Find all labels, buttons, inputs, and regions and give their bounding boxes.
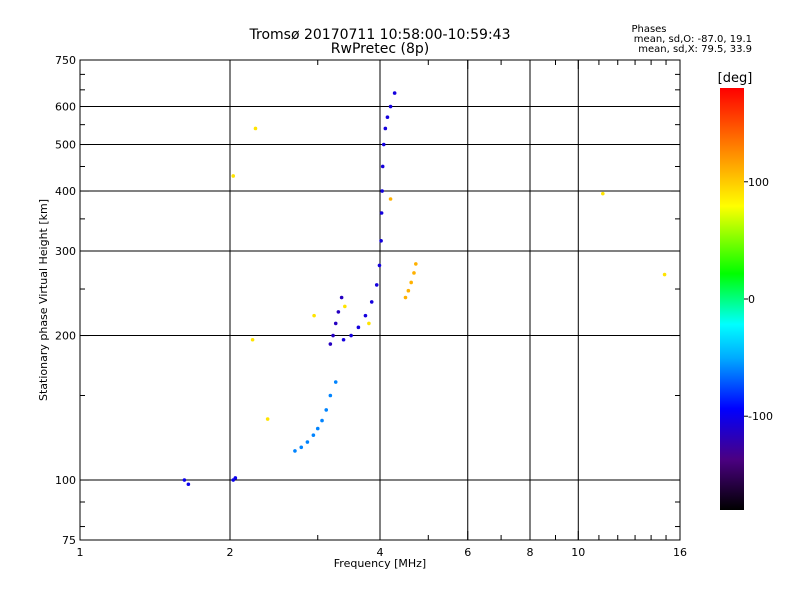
- chart-title-line2: RwPretec (8p): [331, 41, 429, 57]
- data-point: [380, 189, 384, 193]
- y-tick-label: 600: [55, 101, 76, 114]
- data-point: [389, 197, 393, 201]
- data-point: [389, 105, 393, 109]
- data-point: [380, 211, 384, 215]
- data-point: [329, 342, 333, 346]
- data-point: [412, 271, 416, 275]
- colorbar-tick-label: 0: [748, 293, 755, 306]
- data-point: [324, 408, 328, 412]
- data-point: [337, 310, 341, 314]
- data-point: [393, 91, 397, 95]
- y-tick-label: 300: [55, 245, 76, 258]
- data-point: [312, 433, 316, 437]
- x-tick-label: 1: [77, 546, 84, 559]
- data-point: [407, 289, 411, 293]
- colorbar-tick-label: 100: [748, 176, 769, 189]
- x-tick-label: 8: [527, 546, 534, 559]
- data-point: [231, 174, 235, 178]
- data-point: [329, 394, 333, 398]
- colorbar-ticks: 100 0 -100: [744, 176, 773, 423]
- data-point: [306, 440, 310, 444]
- x-tick-label: 16: [673, 546, 687, 559]
- colorbar: [720, 88, 744, 510]
- data-point: [367, 322, 371, 326]
- data-point: [316, 427, 320, 431]
- data-point: [364, 314, 368, 318]
- data-point: [370, 300, 374, 304]
- data-point: [381, 165, 385, 169]
- y-tick-label: 200: [55, 330, 76, 343]
- data-point: [378, 264, 382, 268]
- stats-line-x: mean, sd,X: 79.5, 33.9: [638, 44, 752, 55]
- data-point: [183, 478, 187, 482]
- data-point: [334, 380, 338, 384]
- data-point: [334, 322, 338, 326]
- data-point: [187, 482, 191, 486]
- data-point: [414, 262, 418, 266]
- y-tick-label: 750: [55, 54, 76, 67]
- x-tick-label: 6: [464, 546, 471, 559]
- data-point: [266, 417, 270, 421]
- data-point: [234, 476, 238, 480]
- data-point: [320, 419, 324, 423]
- y-tick-label: 500: [55, 139, 76, 152]
- data-point: [254, 127, 258, 131]
- y-axis-label: Stationary phase Virtual Height [km]: [37, 199, 50, 401]
- data-point: [342, 338, 346, 342]
- y-tick-label: 400: [55, 185, 76, 198]
- colorbar-label: [deg]: [718, 71, 753, 86]
- data-point: [312, 314, 316, 318]
- colorbar-tick-label: -100: [748, 410, 773, 423]
- data-point: [357, 326, 361, 330]
- data-point: [331, 334, 335, 338]
- data-point: [293, 449, 297, 453]
- y-tick-labels: 75 100 200 300 400 500 600 750: [55, 54, 76, 547]
- data-point: [386, 115, 390, 119]
- data-point: [251, 338, 255, 342]
- data-point: [299, 446, 303, 450]
- data-point: [343, 305, 347, 309]
- data-point: [349, 334, 353, 338]
- y-tick-label: 100: [55, 474, 76, 487]
- x-tick-label: 10: [571, 546, 585, 559]
- data-point: [384, 127, 388, 131]
- data-point: [409, 281, 413, 285]
- plot-area: [80, 60, 680, 540]
- data-point: [601, 192, 605, 196]
- data-point: [340, 296, 344, 300]
- data-point: [382, 143, 386, 147]
- ionogram-figure: Tromsø 20170711 10:58:00-10:59:43 RwPret…: [0, 0, 800, 600]
- data-point: [379, 239, 383, 243]
- y-tick-label: 75: [62, 534, 76, 547]
- data-point: [663, 273, 667, 277]
- data-point: [375, 283, 379, 287]
- x-axis-label: Frequency [MHz]: [334, 557, 426, 570]
- data-point: [404, 296, 408, 300]
- x-tick-label: 2: [227, 546, 234, 559]
